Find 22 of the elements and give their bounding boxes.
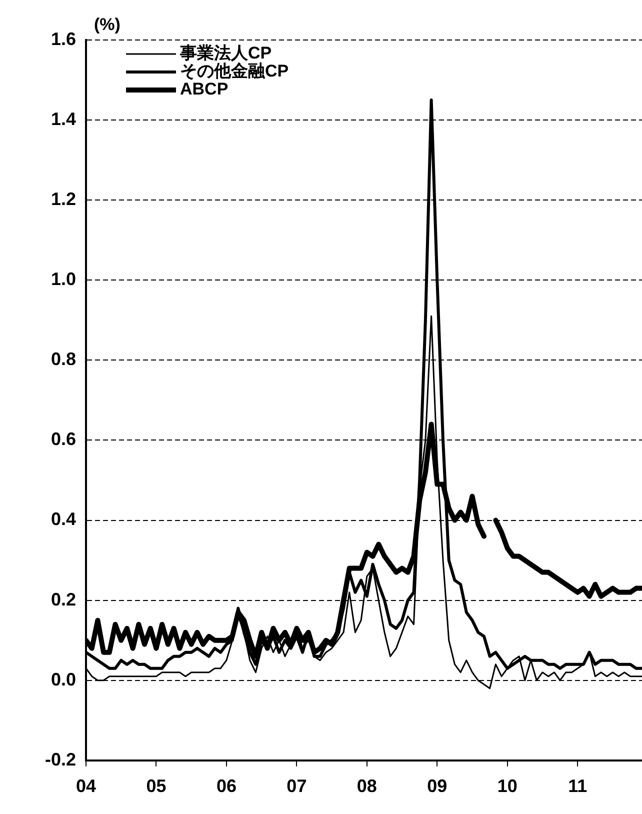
x-tick-label: 05 — [146, 776, 166, 796]
y-tick-label: 1.4 — [50, 109, 76, 130]
x-tick-label: 10 — [497, 776, 518, 796]
y-axis-title: (%) — [94, 15, 120, 34]
x-tick-label: 11 — [568, 776, 588, 796]
x-tick-label: 08 — [356, 776, 377, 796]
y-tick-label: 0.0 — [50, 669, 76, 690]
y-tick-label: 1.0 — [50, 269, 76, 290]
y-tick-label: -0.2 — [44, 749, 76, 770]
x-tick-label: 07 — [286, 776, 307, 796]
x-tick-label: 06 — [216, 776, 236, 796]
y-tick-label: 0.6 — [50, 429, 76, 450]
legend-label: ABCP — [180, 80, 228, 99]
y-tick-label: 0.4 — [50, 509, 76, 530]
y-tick-label: 1.2 — [50, 189, 76, 210]
x-tick-label: 04 — [76, 776, 96, 796]
y-tick-label: 0.2 — [50, 589, 76, 610]
y-tick-label: 1.6 — [50, 28, 76, 49]
legend-label: 事業法人CP — [179, 44, 272, 63]
legend-label: その他金融CP — [180, 62, 289, 81]
y-tick-label: 0.8 — [50, 349, 76, 370]
x-tick-label: 09 — [427, 776, 448, 796]
